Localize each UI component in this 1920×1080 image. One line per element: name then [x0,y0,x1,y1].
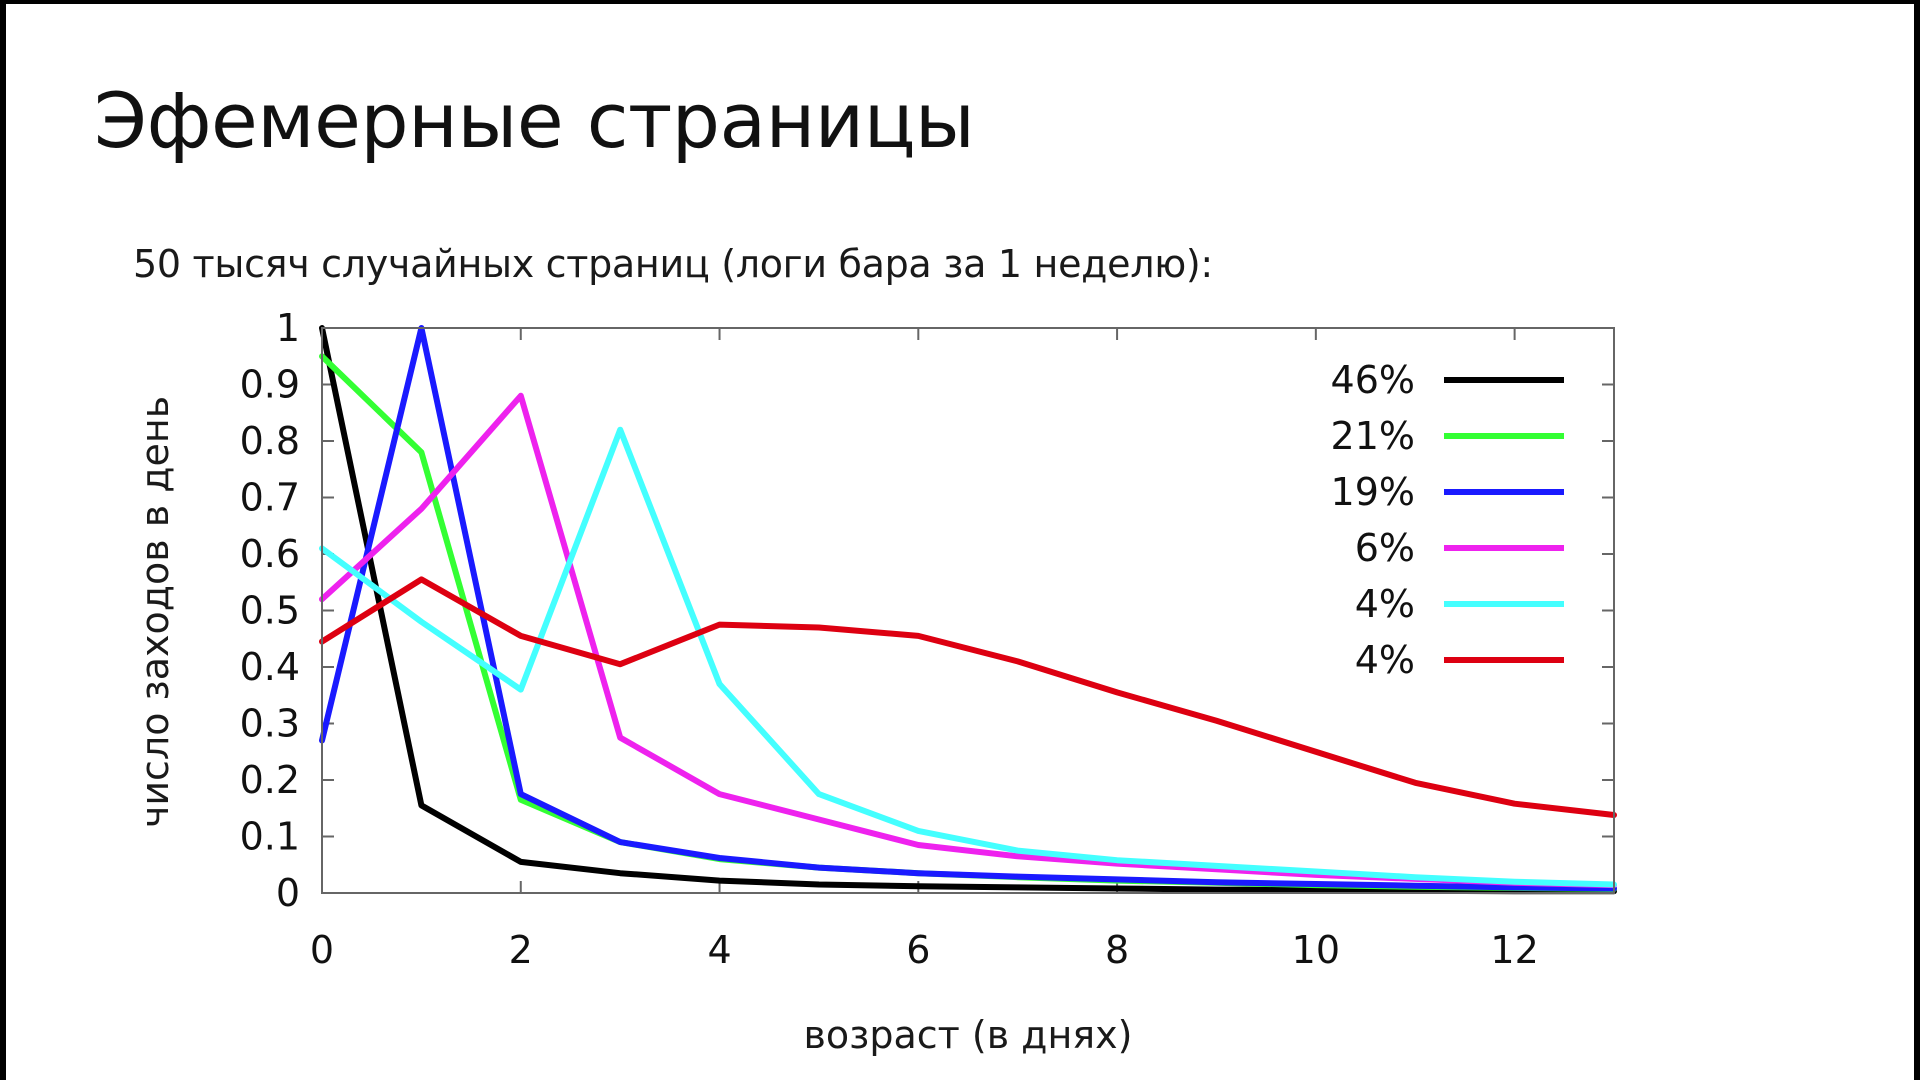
y-tick-label: 0.4 [240,645,300,689]
x-axis-tick-labels: 0 2 4 6 8 10 12 [310,928,1539,972]
series-line-3 [319,325,1617,892]
legend-label: 19% [1331,470,1415,514]
y-tick-label: 0.1 [240,815,300,859]
x-tick-label: 4 [707,928,731,972]
series-line-4 [319,392,1617,889]
series-lines [319,325,1617,895]
series-line-5 [319,426,1617,888]
x-tick-label: 2 [509,928,533,972]
legend: 46% 21% 19% 6% 4% 4% [1331,358,1564,682]
slide-title: Эфемерные страницы [94,76,975,165]
y-axis-title: число заходов в день [133,396,177,828]
y-tick-label: 0.9 [240,363,300,407]
y-tick-label: 0.8 [240,419,300,463]
y-tick-label: 1 [276,306,300,350]
series-line-2 [319,353,1617,892]
slide-subtitle: 50 тысяч случайных страниц (логи бара за… [133,242,1213,286]
legend-label: 6% [1355,526,1415,570]
legend-label: 4% [1355,582,1415,626]
y-tick-label: 0.7 [240,476,300,520]
y-tick-label: 0.5 [240,589,300,633]
tick-marks [321,327,1614,894]
x-tick-label: 8 [1105,928,1129,972]
series-line-6 [319,576,1617,818]
y-tick-label: 0 [276,871,300,915]
legend-label: 4% [1355,638,1415,682]
y-tick-label: 0.6 [240,532,300,576]
x-tick-label: 12 [1490,928,1538,972]
series-line-1 [319,325,1617,895]
x-tick-label: 0 [310,928,334,972]
y-tick-label: 0.2 [240,758,300,802]
x-axis-title: возраст (в днях) [804,1013,1133,1057]
legend-label: 21% [1331,414,1415,458]
x-tick-label: 10 [1292,928,1340,972]
x-tick-label: 6 [906,928,930,972]
y-tick-label: 0.3 [240,702,300,746]
y-axis-tick-labels: 0 0.1 0.2 0.3 0.4 0.5 0.6 0.7 0.8 0.9 1 [240,306,300,915]
legend-label: 46% [1331,358,1415,402]
plot-frame [321,327,1615,894]
slide: Эфемерные страницы 50 тысяч случайных ст… [6,4,1914,1080]
